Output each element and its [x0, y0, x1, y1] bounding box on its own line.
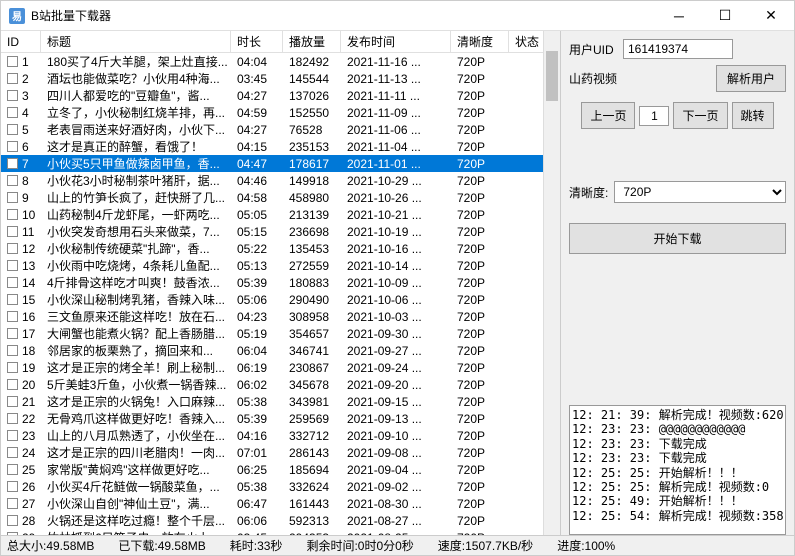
table-row[interactable]: 15小伙深山秘制烤乳猪，香辣入味...05:062904902021-10-06… — [1, 291, 560, 308]
table-row[interactable]: 144斤排骨这样吃才叫爽！鼓香浓...05:391808832021-10-09… — [1, 274, 560, 291]
table-row[interactable]: 3四川人都爱吃的"豆瓣鱼"，酱...04:271370262021-11-11 … — [1, 87, 560, 104]
row-checkbox[interactable] — [7, 226, 18, 237]
status-progress: 进度:100% — [557, 537, 615, 554]
row-checkbox[interactable] — [7, 141, 18, 152]
resolution-label: 清晰度: — [569, 184, 608, 201]
table-row[interactable]: 2酒坛也能做菜吃？小伙用4种海...03:451455442021-11-13 … — [1, 70, 560, 87]
row-checkbox[interactable] — [7, 260, 18, 271]
table-row[interactable]: 6这才是真正的醉蟹，看饿了！04:152351532021-11-04 ...7… — [1, 138, 560, 155]
table-row[interactable]: 9山上的竹笋长疯了，赶快掰了几...04:584589802021-10-26 … — [1, 189, 560, 206]
table-row[interactable]: 205斤美蛙3斤鱼，小伙煮一锅香辣...06:023456782021-09-2… — [1, 376, 560, 393]
table-row[interactable]: 26小伙买4斤花鲢做一锅酸菜鱼，...05:383326242021-09-02… — [1, 478, 560, 495]
table-row[interactable]: 13小伙雨中吃烧烤，4条耗儿鱼配...05:132725592021-10-14… — [1, 257, 560, 274]
col-id[interactable]: ID — [1, 31, 41, 52]
row-checkbox[interactable] — [7, 175, 18, 186]
main-area: ID 标题 时长 播放量 发布时间 清晰度 状态 1180买了4斤大羊腿，架上灶… — [1, 31, 794, 535]
row-checkbox[interactable] — [7, 379, 18, 390]
status-remain: 剩余时间:0时0分0秒 — [306, 537, 413, 554]
minimize-button[interactable]: ─ — [656, 1, 702, 31]
table-row[interactable]: 21这才是正宗的火锅兔！入口麻辣...05:383439812021-09-15… — [1, 393, 560, 410]
parse-user-button[interactable]: 解析用户 — [716, 65, 786, 92]
row-checkbox[interactable] — [7, 464, 18, 475]
row-checkbox[interactable] — [7, 294, 18, 305]
uid-label: 用户UID — [569, 41, 617, 58]
video-table: ID 标题 时长 播放量 发布时间 清晰度 状态 1180买了4斤大羊腿，架上灶… — [1, 31, 560, 535]
row-checkbox[interactable] — [7, 192, 18, 203]
table-row[interactable]: 5老表冒雨送来好酒好肉，小伙下...04:27765282021-11-06 .… — [1, 121, 560, 138]
table-header: ID 标题 时长 播放量 发布时间 清晰度 状态 — [1, 31, 560, 53]
row-checkbox[interactable] — [7, 243, 18, 254]
row-checkbox[interactable] — [7, 209, 18, 220]
window-title: B站批量下载器 — [31, 7, 656, 24]
row-checkbox[interactable] — [7, 124, 18, 135]
jump-button[interactable]: 跳转 — [732, 102, 774, 129]
row-checkbox[interactable] — [7, 532, 18, 535]
row-checkbox[interactable] — [7, 498, 18, 509]
table-row[interactable]: 19这才是正宗的烤全羊！刷上秘制...06:192308672021-09-24… — [1, 359, 560, 376]
resolution-select[interactable]: 720P — [614, 181, 786, 203]
table-row[interactable]: 25家常版"黄焖鸡"这样做更好吃...06:251856942021-09-04… — [1, 461, 560, 478]
row-checkbox[interactable] — [7, 481, 18, 492]
row-checkbox[interactable] — [7, 90, 18, 101]
close-button[interactable]: ✕ — [748, 1, 794, 31]
titlebar: 易 B站批量下载器 ─ ☐ ✕ — [1, 1, 794, 31]
page-input[interactable] — [639, 106, 669, 126]
window-buttons: ─ ☐ ✕ — [656, 1, 794, 31]
table-row[interactable]: 23山上的八月瓜熟透了，小伙坐在...04:163327122021-09-10… — [1, 427, 560, 444]
table-row[interactable]: 27小伙深山自创"神仙土豆"，满...06:471614432021-08-30… — [1, 495, 560, 512]
table-row[interactable]: 28火锅还是这样吃过瘾！整个千层...06:065923132021-08-27… — [1, 512, 560, 529]
app-window: 易 B站批量下载器 ─ ☐ ✕ ID 标题 时长 播放量 发布时间 清晰度 状态… — [0, 0, 795, 556]
prev-page-button[interactable]: 上一页 — [581, 102, 635, 129]
table-row[interactable]: 29竹林抓到6只笋子虫，放在火上...03:452943532021-08-25… — [1, 529, 560, 535]
row-checkbox[interactable] — [7, 396, 18, 407]
row-checkbox[interactable] — [7, 515, 18, 526]
table-row[interactable]: 1180买了4斤大羊腿，架上灶直接...04:041824922021-11-1… — [1, 53, 560, 70]
row-checkbox[interactable] — [7, 158, 18, 169]
maximize-button[interactable]: ☐ — [702, 1, 748, 31]
statusbar: 总大小:49.58MB 已下载:49.58MB 耗时:33秒 剩余时间:0时0分… — [1, 535, 794, 555]
start-download-button[interactable]: 开始下载 — [569, 223, 786, 254]
video-table-pane: ID 标题 时长 播放量 发布时间 清晰度 状态 1180买了4斤大羊腿，架上灶… — [1, 31, 561, 535]
row-checkbox[interactable] — [7, 345, 18, 356]
row-checkbox[interactable] — [7, 362, 18, 373]
table-row[interactable]: 16三文鱼原来还能这样吃！放在石...04:233089582021-10-03… — [1, 308, 560, 325]
row-checkbox[interactable] — [7, 277, 18, 288]
col-title[interactable]: 标题 — [41, 31, 231, 52]
row-checkbox[interactable] — [7, 430, 18, 441]
next-page-button[interactable]: 下一页 — [673, 102, 727, 129]
table-row[interactable]: 18邻居家的板栗熟了，摘回来和...06:043467412021-09-27 … — [1, 342, 560, 359]
uid-input[interactable] — [623, 39, 733, 59]
table-row[interactable]: 22无骨鸡爪这样做更好吃！香辣入...05:392595692021-09-13… — [1, 410, 560, 427]
row-checkbox[interactable] — [7, 447, 18, 458]
table-row[interactable]: 12小伙秘制传统硬菜"扎蹄"，香...05:221354532021-10-16… — [1, 240, 560, 257]
row-checkbox[interactable] — [7, 56, 18, 67]
table-row[interactable]: 17大闸蟹也能煮火锅？配上香肠腊...05:193546572021-09-30… — [1, 325, 560, 342]
app-icon: 易 — [9, 8, 25, 24]
row-checkbox[interactable] — [7, 73, 18, 84]
table-row[interactable]: 24这才是正宗的四川老腊肉！一肉...07:012861432021-09-08… — [1, 444, 560, 461]
col-plays[interactable]: 播放量 — [283, 31, 341, 52]
col-duration[interactable]: 时长 — [231, 31, 283, 52]
status-downloaded: 已下载:49.58MB — [118, 537, 205, 554]
row-checkbox[interactable] — [7, 311, 18, 322]
table-body: 1180买了4斤大羊腿，架上灶直接...04:041824922021-11-1… — [1, 53, 560, 535]
status-elapsed: 耗时:33秒 — [230, 537, 283, 554]
table-row[interactable]: 11小伙突发奇想用石头来做菜，7...05:152366982021-10-19… — [1, 223, 560, 240]
col-resolution[interactable]: 清晰度 — [451, 31, 509, 52]
row-checkbox[interactable] — [7, 107, 18, 118]
log-output: 12: 21: 39: 解析完成！视频数:620 12: 23: 23: @@@… — [569, 405, 786, 535]
control-pane: 用户UID 山药视频 解析用户 上一页 下一页 跳转 清晰度: 720P — [561, 31, 794, 535]
status-total: 总大小:49.58MB — [7, 537, 94, 554]
table-row[interactable]: 4立冬了，小伙秘制红烧羊排，再...04:591525502021-11-09 … — [1, 104, 560, 121]
scrollbar-thumb[interactable] — [546, 51, 558, 101]
status-speed: 速度:1507.7KB/秒 — [438, 537, 533, 554]
row-checkbox[interactable] — [7, 413, 18, 424]
col-pubtime[interactable]: 发布时间 — [341, 31, 451, 52]
table-row[interactable]: 7小伙买5只甲鱼做辣卤甲鱼，香...04:471786172021-11-01 … — [1, 155, 560, 172]
vertical-scrollbar[interactable] — [543, 31, 560, 535]
table-row[interactable]: 8小伙花3小时秘制茶叶猪肝，据...04:461499182021-10-29 … — [1, 172, 560, 189]
table-row[interactable]: 10山药秘制4斤龙虾尾，一虾两吃...05:052131392021-10-21… — [1, 206, 560, 223]
username-label: 山药视频 — [569, 70, 617, 87]
row-checkbox[interactable] — [7, 328, 18, 339]
